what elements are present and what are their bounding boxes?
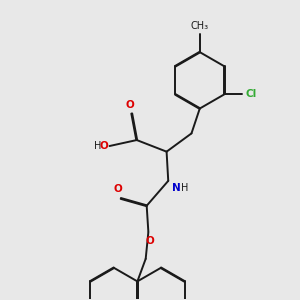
Text: O: O <box>99 141 108 151</box>
Text: H: H <box>94 141 101 151</box>
Text: N: N <box>172 182 180 193</box>
Text: Cl: Cl <box>245 89 256 99</box>
Text: H: H <box>181 182 188 193</box>
Text: CH₃: CH₃ <box>191 21 209 31</box>
Text: O: O <box>146 236 154 246</box>
Text: O: O <box>126 100 134 110</box>
Text: O: O <box>114 184 122 194</box>
